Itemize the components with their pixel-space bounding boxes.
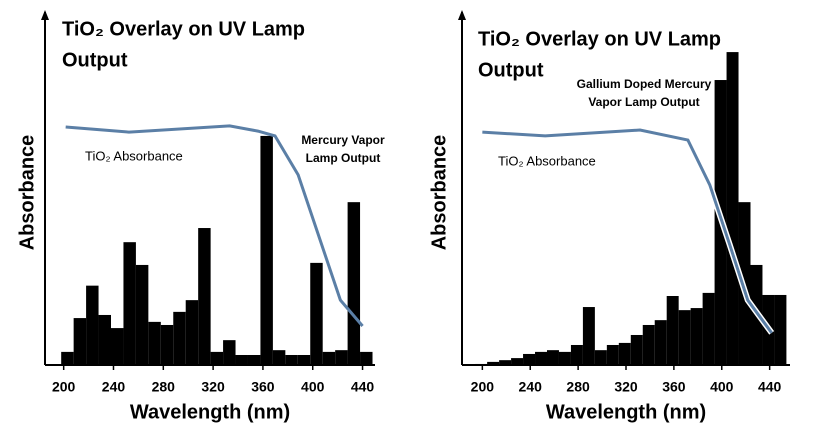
bar [558,351,571,365]
x-tick-label: 440 [351,379,375,395]
bar [511,358,524,365]
series-label: TiO₂ Absorbance [85,148,183,163]
bar [642,324,655,365]
annotation: Lamp Output [306,151,381,165]
bar [535,351,547,365]
bar [499,360,512,365]
bar [347,202,361,365]
y-axis-label: Absorbance [428,135,450,251]
y-axis-label: Absorbance [16,135,38,251]
bar [678,310,691,365]
series-label: TiO₂ Absorbance [498,153,596,168]
bar [185,300,199,365]
bar [135,264,149,365]
bar [160,324,174,365]
bar [235,354,248,365]
x-tick-label: 360 [251,379,275,395]
bar [666,296,679,365]
bar [487,361,500,365]
x-tick-label: 240 [102,379,126,395]
chart-title: TiO₂ Overlay on UV Lamp [478,28,721,50]
bar [523,353,536,365]
bar [322,351,336,365]
bar [654,320,667,365]
x-tick-label: 320 [614,379,638,395]
x-axis-label: Wavelength (nm) [546,401,706,423]
x-tick-label: 200 [471,379,495,395]
bar [360,351,373,365]
bar [98,314,111,365]
bar [198,228,211,365]
bar [726,52,739,366]
x-tick-label: 280 [152,379,176,395]
bar [247,354,261,365]
bar [546,350,559,365]
bar [702,292,715,365]
bar [690,308,703,365]
annotation: Vapor Lamp Output [588,95,699,109]
annotation: Mercury Vapor [301,133,385,147]
chart-title: Output [62,49,128,71]
x-tick-label: 240 [519,379,543,395]
bar [173,311,186,365]
bar [594,350,607,365]
bar [223,340,236,365]
bar [123,242,136,365]
absorbance-line [482,128,773,334]
bar [73,318,87,365]
chart-title: Output [478,59,544,81]
bar [606,344,619,365]
x-tick-label: 200 [52,379,76,395]
bar [285,354,298,365]
bar [111,328,124,365]
bar [297,354,311,365]
bar [148,321,161,365]
chart-title: TiO₂ Overlay on UV Lamp [62,18,305,40]
y-axis-arrow [458,10,466,20]
x-tick-label: 280 [566,379,590,395]
bar [61,351,74,365]
x-axis-label: Wavelength (nm) [130,401,290,423]
annotation: Gallium Doped Mercury [577,77,712,91]
bar [210,351,224,365]
x-tick-label: 360 [662,379,686,395]
x-tick-label: 400 [301,379,325,395]
x-tick-label: 320 [201,379,225,395]
bar [774,294,787,365]
y-axis-arrow [41,10,49,20]
bar [618,342,631,365]
bar [86,285,99,365]
bar [570,344,583,365]
absorbance-line [65,124,364,327]
bar [335,350,348,365]
bar [310,262,323,365]
bar [582,307,595,365]
x-tick-label: 440 [758,379,782,395]
x-tick-label: 400 [710,379,734,395]
bar [272,350,286,365]
bar [260,135,273,365]
bar [630,334,643,365]
